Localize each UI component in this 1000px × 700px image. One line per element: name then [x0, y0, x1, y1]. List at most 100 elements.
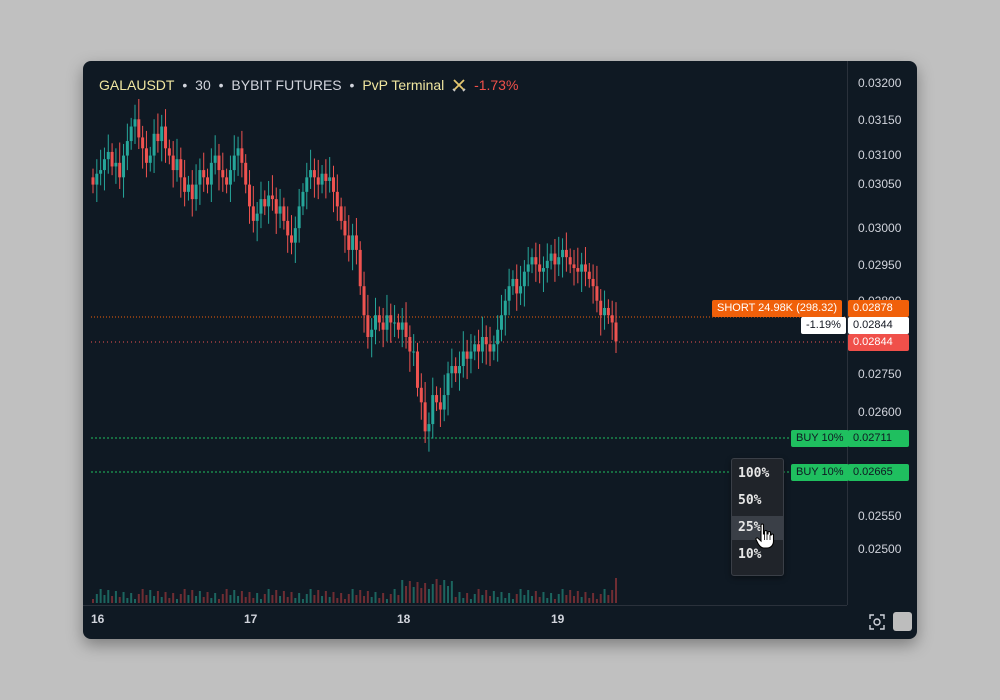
candle-body — [519, 286, 523, 294]
volume-bar — [99, 589, 102, 603]
volume-bar — [511, 599, 514, 603]
short-position-label[interactable]: SHORT 24.98K (298.32) — [712, 300, 843, 317]
candle-body — [175, 159, 179, 171]
candle-body — [110, 151, 114, 167]
volume-bar — [340, 593, 343, 603]
percent-option-25[interactable]: 25% — [732, 516, 783, 540]
volume-bar — [504, 598, 507, 603]
volume-bar — [225, 589, 228, 603]
candle-body — [549, 253, 553, 261]
volume-bar — [370, 597, 373, 603]
percent-option-50[interactable]: 50% — [738, 493, 762, 508]
volume-bar — [427, 589, 430, 603]
candle-body — [190, 184, 194, 200]
volume-bar — [565, 595, 568, 603]
candle-body — [454, 366, 458, 374]
candle-body — [499, 315, 503, 330]
candle-body — [358, 249, 362, 287]
volume-bar — [435, 579, 438, 603]
candle-body — [332, 177, 336, 192]
buy-order-label[interactable]: BUY 10% — [791, 430, 849, 447]
candle-body — [263, 199, 267, 207]
candle-body — [171, 155, 175, 171]
separator: • — [182, 77, 188, 93]
volume-bar — [382, 593, 385, 603]
camera-icon[interactable] — [869, 614, 885, 630]
percent-dropdown-menu: 100% 50% 25% 10% — [731, 458, 784, 576]
volume-bar — [290, 592, 293, 603]
interval-label[interactable]: 30 — [195, 77, 211, 93]
candle-body — [438, 402, 442, 410]
volume-bar — [133, 599, 136, 603]
buy-order-label[interactable]: BUY 10% — [791, 464, 849, 481]
candle-body — [122, 155, 126, 178]
candle-body — [465, 351, 469, 359]
candle-body — [137, 119, 141, 138]
volume-bar — [244, 597, 247, 603]
volume-bar — [454, 597, 457, 603]
volume-bar — [416, 582, 419, 603]
candle-body — [160, 126, 164, 142]
candle-body — [148, 155, 152, 163]
volume-bar — [252, 598, 255, 603]
volume-bar — [263, 594, 266, 603]
volume-bar — [347, 594, 350, 603]
volume-bar — [221, 594, 224, 603]
symbol-label[interactable]: GALAUSDT — [99, 77, 175, 93]
candle-body — [442, 395, 446, 410]
terminal-label: PvP Terminal — [362, 77, 445, 93]
buy-order-price-tag: 0.02711 — [848, 430, 909, 447]
candle-body — [236, 148, 240, 156]
candle-body — [408, 337, 412, 352]
volume-bar — [156, 591, 159, 603]
volume-bar — [103, 595, 106, 603]
candle-body — [381, 322, 385, 330]
time-tick-label: 16 — [91, 612, 105, 626]
candle-body — [583, 264, 587, 272]
candle-body — [144, 148, 148, 163]
price-tick-label: 0.02550 — [858, 509, 902, 523]
candle-body — [496, 329, 500, 345]
candle-body — [217, 155, 221, 171]
candle-body — [328, 177, 332, 181]
volume-bar — [118, 597, 121, 603]
candle-body — [202, 170, 206, 178]
price-tick-label: 0.02750 — [858, 367, 902, 381]
candle-body — [366, 315, 370, 337]
volume-bar — [561, 589, 564, 603]
candle-body — [541, 268, 545, 272]
volume-bar — [317, 590, 320, 603]
candle-body — [564, 249, 568, 258]
volume-bar — [580, 597, 583, 603]
candle-body — [244, 162, 248, 185]
candle-body — [580, 264, 584, 272]
volume-bar — [187, 595, 190, 603]
candle-body — [553, 253, 557, 265]
volume-bar — [374, 592, 377, 603]
candle-body — [557, 257, 561, 265]
volume-bar — [195, 596, 198, 603]
price-chart[interactable] — [83, 61, 847, 605]
volume-bar — [183, 589, 186, 603]
candle-body — [450, 366, 454, 374]
volume-bar — [462, 598, 465, 603]
volume-bar — [229, 595, 232, 603]
candle-body — [316, 177, 320, 185]
volume-bar — [489, 596, 492, 603]
candle-body — [396, 322, 400, 330]
price-tick-label: 0.03200 — [858, 76, 902, 90]
percent-option-10[interactable]: 10% — [738, 547, 762, 562]
candle-body — [576, 268, 580, 272]
time-axis[interactable]: 16 17 18 19 — [83, 605, 847, 639]
candle-body — [99, 170, 103, 174]
candle-body — [293, 228, 297, 243]
percent-option-100[interactable]: 100% — [738, 466, 770, 481]
volume-bar — [595, 599, 598, 603]
separator: • — [349, 77, 355, 93]
settings-square-button[interactable] — [893, 612, 912, 631]
exchange-label: BYBIT FUTURES — [231, 77, 342, 93]
candle-body — [156, 133, 160, 142]
candle-body — [335, 191, 339, 207]
volume-bar — [385, 599, 388, 603]
volume-bar — [240, 591, 243, 603]
